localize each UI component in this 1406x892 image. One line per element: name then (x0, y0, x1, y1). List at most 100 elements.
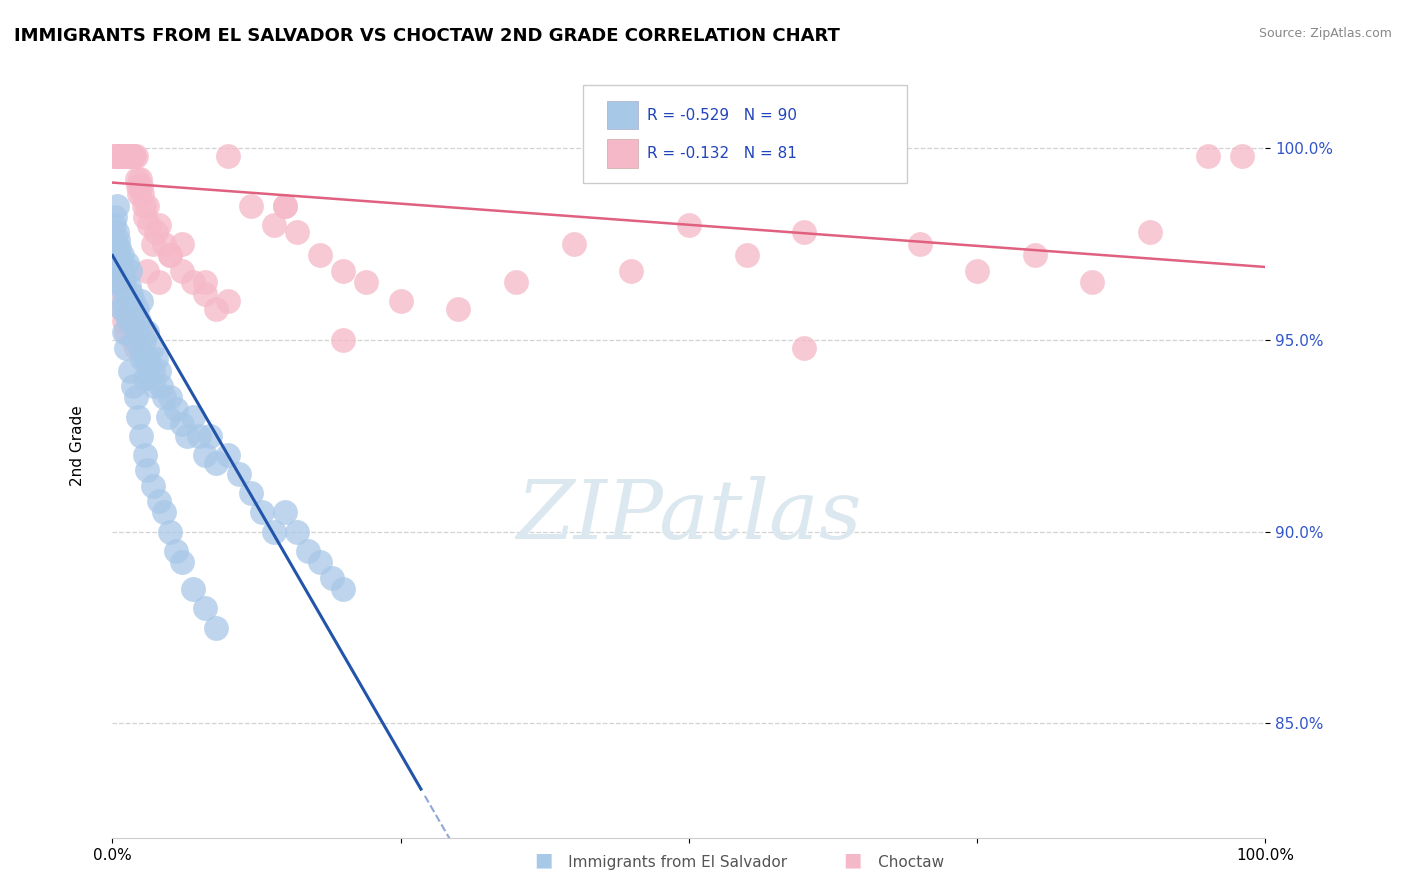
Point (129, 294, 153, 309)
Point (118, 363, 141, 377)
Point (111, 283, 134, 297)
Point (124, 390, 146, 404)
Point (145, 351, 167, 366)
Point (112, 294, 135, 309)
Point (108, 264, 131, 278)
Point (108, 286, 131, 301)
Point (114, 302, 136, 317)
Point (153, 390, 176, 404)
Point (138, 371, 160, 385)
Point (115, 341, 138, 355)
Point (124, 313, 146, 327)
Point (1081, 275, 1104, 289)
Point (112, 149, 135, 163)
Point (148, 363, 170, 377)
Point (118, 264, 141, 278)
Point (194, 275, 217, 289)
Text: R = -0.132   N = 81: R = -0.132 N = 81 (647, 146, 797, 161)
Point (117, 149, 139, 163)
Point (111, 149, 134, 163)
Point (124, 149, 146, 163)
Point (107, 248, 129, 262)
Point (148, 494, 170, 508)
Point (115, 286, 138, 301)
Point (110, 275, 132, 289)
Point (115, 325, 138, 339)
Text: ■: ■ (844, 851, 862, 870)
Point (112, 313, 135, 327)
Point (112, 271, 135, 285)
Point (1024, 248, 1046, 262)
Point (111, 268, 134, 282)
Point (107, 275, 129, 289)
Point (205, 620, 228, 634)
Point (122, 379, 145, 393)
Point (143, 379, 166, 393)
Point (447, 302, 470, 317)
Point (104, 149, 127, 163)
Point (1139, 226, 1161, 240)
Point (156, 409, 179, 424)
Point (159, 248, 181, 262)
Point (170, 236, 193, 251)
Point (181, 409, 204, 424)
Point (252, 505, 274, 519)
Point (104, 264, 127, 278)
Point (120, 149, 142, 163)
Point (239, 198, 262, 212)
Point (111, 149, 134, 163)
Point (121, 302, 143, 317)
Point (110, 149, 132, 163)
Point (274, 198, 297, 212)
Point (125, 302, 148, 317)
Point (129, 428, 153, 442)
Point (297, 543, 319, 558)
Point (966, 264, 988, 278)
Point (309, 555, 332, 569)
Point (111, 248, 134, 262)
Point (620, 264, 643, 278)
Point (354, 275, 377, 289)
Point (104, 236, 127, 251)
Point (389, 294, 412, 309)
Point (136, 463, 159, 477)
Point (131, 351, 153, 366)
Point (105, 198, 128, 212)
Text: Choctaw: Choctaw (844, 855, 943, 870)
Point (136, 198, 159, 212)
Point (114, 149, 136, 163)
Point (217, 294, 239, 309)
Text: ZIPatlas: ZIPatlas (516, 476, 862, 557)
Point (142, 363, 165, 377)
Point (136, 325, 159, 339)
Point (505, 275, 527, 289)
Point (122, 333, 145, 347)
Point (136, 351, 159, 366)
Point (194, 448, 217, 462)
Point (205, 456, 228, 470)
Point (170, 417, 193, 432)
Point (200, 428, 222, 442)
Point (125, 171, 148, 186)
Text: Immigrants from El Salvador: Immigrants from El Salvador (534, 855, 787, 870)
Point (136, 264, 159, 278)
Point (117, 310, 139, 324)
Point (309, 248, 332, 262)
Point (228, 467, 250, 481)
Point (735, 248, 758, 262)
Point (148, 275, 170, 289)
Point (120, 286, 142, 301)
Point (159, 390, 181, 404)
Text: IMMIGRANTS FROM EL SALVADOR VS CHOCTAW 2ND GRADE CORRELATION CHART: IMMIGRANTS FROM EL SALVADOR VS CHOCTAW 2… (14, 27, 839, 45)
Point (118, 313, 141, 327)
Point (111, 302, 134, 317)
Point (104, 210, 127, 224)
Point (124, 341, 146, 355)
Point (285, 524, 308, 539)
Point (124, 149, 146, 163)
Point (188, 428, 211, 442)
Point (149, 379, 172, 393)
Point (194, 286, 217, 301)
Point (118, 149, 141, 163)
Point (134, 448, 156, 462)
